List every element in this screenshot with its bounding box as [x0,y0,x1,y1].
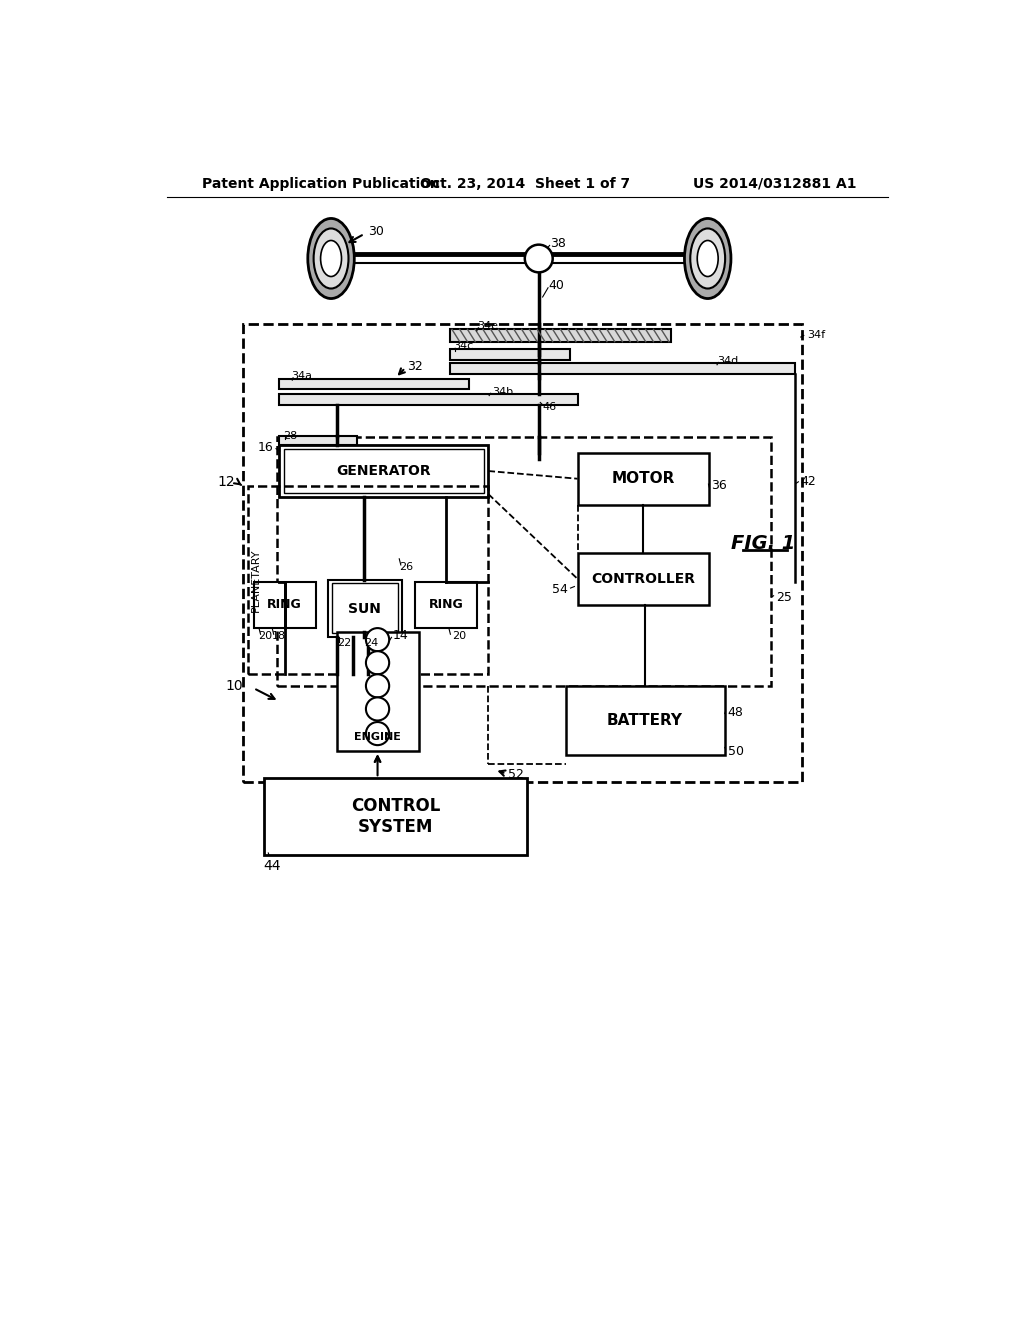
Bar [243,323,802,781]
Bar [332,583,397,634]
Text: 40: 40 [549,279,564,292]
Text: RING: RING [267,598,302,611]
Text: 20: 20 [452,631,466,640]
Circle shape [366,675,389,697]
Bar [276,437,771,686]
Ellipse shape [684,219,731,298]
Text: GENERATOR: GENERATOR [337,465,431,478]
Ellipse shape [697,240,718,276]
Text: 38: 38 [550,236,566,249]
Bar [566,686,725,755]
Text: 34f: 34f [807,330,825,341]
Bar [450,330,671,342]
Bar [280,445,488,498]
Text: 16: 16 [258,441,273,454]
Bar [280,379,469,389]
Circle shape [366,651,389,675]
Text: Oct. 23, 2014  Sheet 1 of 7: Oct. 23, 2014 Sheet 1 of 7 [420,177,630,191]
Ellipse shape [313,228,348,289]
Bar [280,436,356,445]
Bar [337,632,419,751]
Bar [415,582,477,628]
Text: ENGINE: ENGINE [354,733,401,742]
Circle shape [366,628,389,651]
Text: 44: 44 [263,859,282,873]
Text: 26: 26 [399,561,414,572]
Text: 12: 12 [217,475,234,488]
Text: 18: 18 [271,631,286,640]
Text: RING: RING [428,598,463,611]
Text: 14: 14 [393,630,409,643]
Text: 50: 50 [728,744,743,758]
Text: 48: 48 [728,706,743,719]
Text: 24: 24 [365,639,379,648]
Text: 28: 28 [283,430,297,441]
Ellipse shape [321,240,342,276]
Bar [328,579,401,638]
Bar [450,363,795,374]
Text: 54: 54 [552,583,568,597]
Text: BATTERY: BATTERY [607,713,683,729]
Bar [450,350,569,360]
Text: 46: 46 [543,403,557,412]
Text: 34d: 34d [717,356,738,366]
Text: 34c: 34c [454,342,474,351]
Text: SUN: SUN [348,602,381,616]
Text: 10: 10 [225,678,243,693]
Bar [284,450,483,492]
Circle shape [524,244,553,272]
Bar [254,582,315,628]
Text: 52: 52 [508,768,523,781]
Text: Patent Application Publication: Patent Application Publication [202,177,439,191]
Text: CONTROL
SYSTEM: CONTROL SYSTEM [350,797,440,836]
Bar [280,395,578,405]
Text: 34e: 34e [477,321,498,331]
Text: 42: 42 [801,475,816,488]
Text: FIG. 1: FIG. 1 [731,533,796,553]
Text: 20: 20 [258,631,272,640]
Text: 34a: 34a [291,371,311,381]
Ellipse shape [690,228,725,289]
Bar [263,779,527,855]
Circle shape [366,697,389,721]
Text: 25: 25 [776,591,792,603]
Bar [578,453,710,506]
Circle shape [366,722,389,744]
Text: 36: 36 [711,479,727,492]
Text: 32: 32 [407,360,423,372]
Text: 34b: 34b [493,387,513,397]
Text: CONTROLLER: CONTROLLER [592,572,695,586]
Bar [578,553,710,605]
Text: MOTOR: MOTOR [611,471,675,486]
Text: 22: 22 [337,639,351,648]
Text: US 2014/0312881 A1: US 2014/0312881 A1 [693,177,856,191]
Ellipse shape [308,219,354,298]
Text: 30: 30 [369,224,384,238]
Text: PLANETARY: PLANETARY [251,549,261,612]
Bar [248,486,488,675]
